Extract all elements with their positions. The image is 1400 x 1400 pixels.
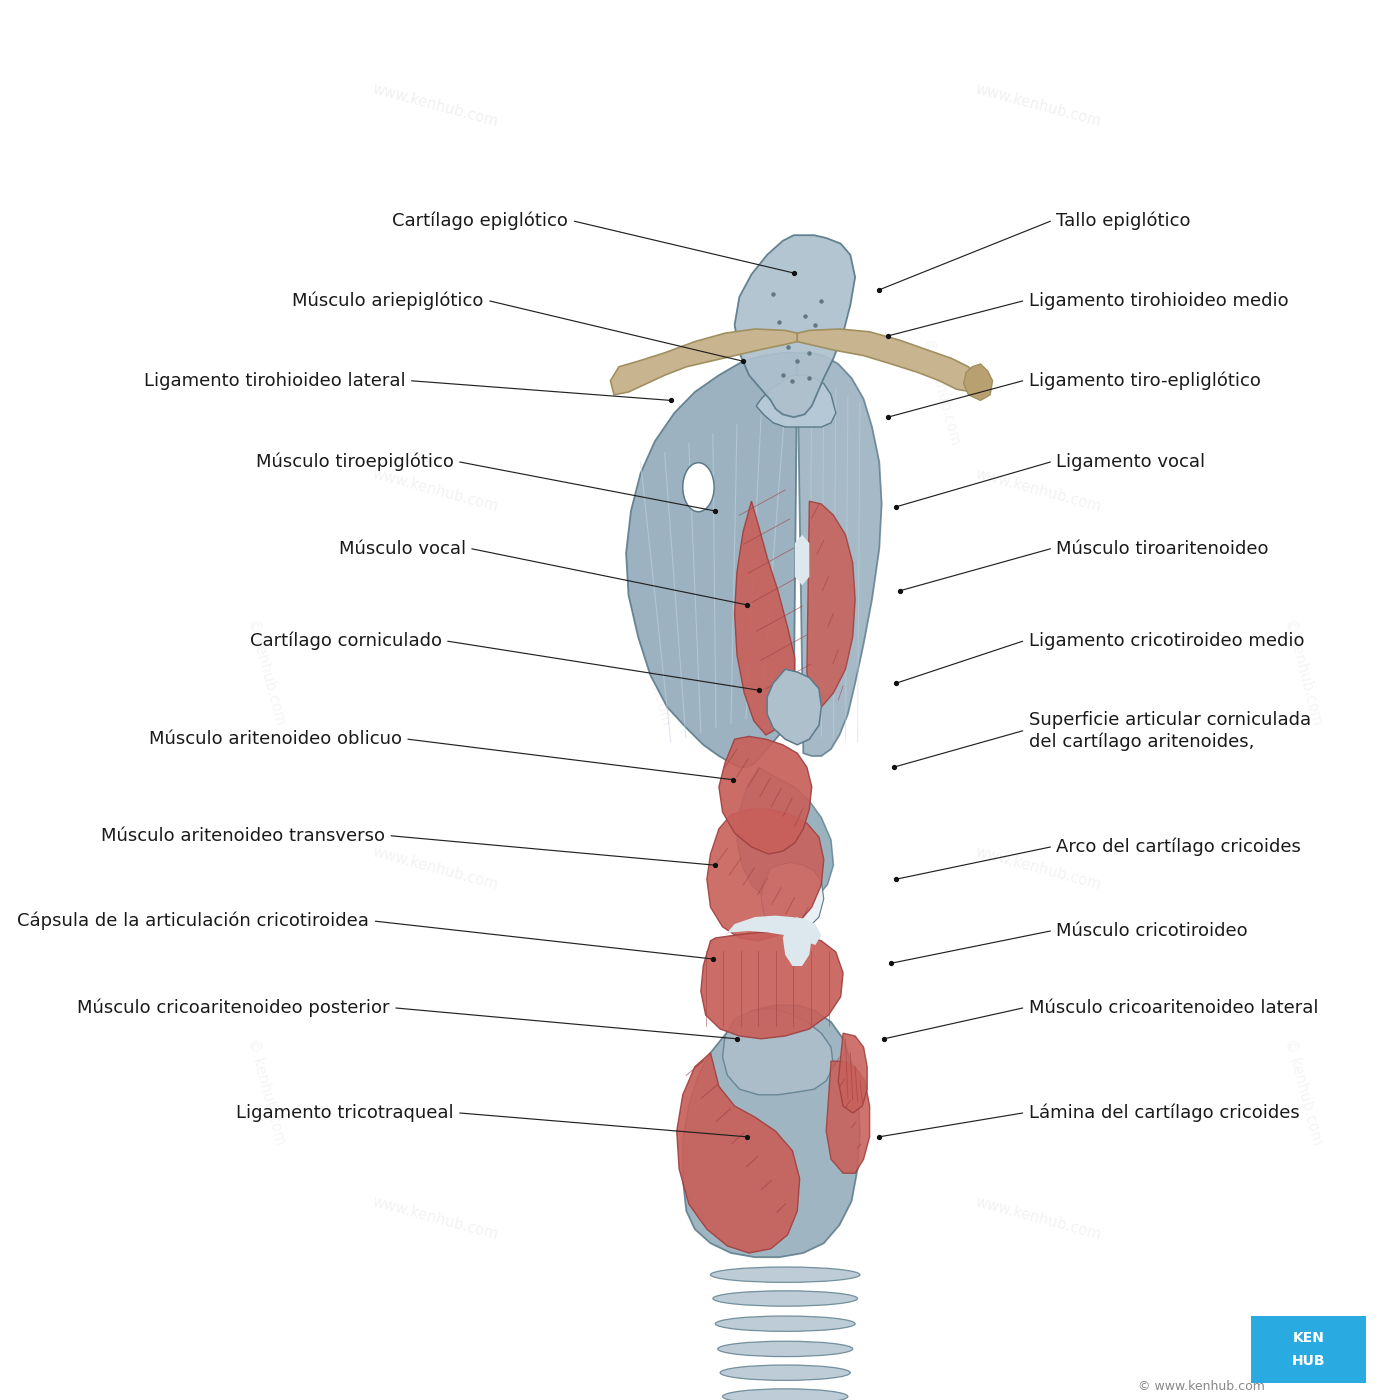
Text: Cápsula de la articulación cricotiroidea: Cápsula de la articulación cricotiroidea [17, 911, 370, 931]
Polygon shape [725, 916, 822, 945]
Polygon shape [701, 932, 843, 1039]
Text: © kenhub.com: © kenhub.com [1282, 617, 1324, 727]
Polygon shape [783, 917, 812, 966]
Text: Arco del cartílago cricoides: Arco del cartílago cricoides [1057, 837, 1302, 857]
Text: Músculo tiroaritenoideo: Músculo tiroaritenoideo [1057, 540, 1268, 557]
Text: Músculo tiroepiglótico: Músculo tiroepiglótico [256, 452, 454, 472]
Polygon shape [707, 809, 823, 941]
Text: Músculo aritenoideo oblicuo: Músculo aritenoideo oblicuo [148, 731, 402, 748]
Text: Músculo vocal: Músculo vocal [339, 540, 466, 557]
Text: Músculo cricoaritenoideo posterior: Músculo cricoaritenoideo posterior [77, 998, 389, 1018]
Text: Cartílago epiglótico: Cartílago epiglótico [392, 211, 568, 231]
Text: www.kenhub.com: www.kenhub.com [974, 1194, 1103, 1242]
Text: Músculo cricotiroideo: Músculo cricotiroideo [1057, 923, 1247, 939]
Text: Ligamento tiro-epliglótico: Ligamento tiro-epliglótico [1029, 371, 1260, 391]
Text: www.kenhub.com: www.kenhub.com [974, 844, 1103, 892]
Text: www.kenhub.com: www.kenhub.com [974, 81, 1103, 129]
Polygon shape [735, 235, 855, 417]
Text: © kenhub.com: © kenhub.com [1282, 1037, 1324, 1147]
Polygon shape [735, 501, 795, 735]
Text: www.kenhub.com: www.kenhub.com [974, 466, 1103, 514]
Text: Ligamento tricotraqueal: Ligamento tricotraqueal [237, 1105, 454, 1121]
Ellipse shape [718, 1341, 853, 1357]
Text: www.kenhub.com: www.kenhub.com [371, 1194, 500, 1242]
Ellipse shape [683, 462, 714, 512]
Text: Músculo aritenoideo transverso: Músculo aritenoideo transverso [101, 827, 385, 844]
Polygon shape [767, 669, 822, 745]
Text: Ligamento vocal: Ligamento vocal [1057, 454, 1205, 470]
Text: www.kenhub.com: www.kenhub.com [371, 81, 500, 129]
Text: HUB: HUB [1292, 1354, 1326, 1368]
Polygon shape [797, 353, 882, 756]
Ellipse shape [715, 1316, 855, 1331]
Polygon shape [683, 1005, 860, 1257]
Ellipse shape [713, 1291, 858, 1306]
Text: Ligamento cricotiroideo medio: Ligamento cricotiroideo medio [1029, 633, 1305, 650]
Polygon shape [626, 353, 797, 767]
Text: www.kenhub.com: www.kenhub.com [371, 466, 500, 514]
Text: © kenhub.com: © kenhub.com [920, 337, 963, 447]
Text: Lámina del cartílago cricoides: Lámina del cartílago cricoides [1029, 1103, 1299, 1123]
Polygon shape [963, 364, 993, 400]
FancyBboxPatch shape [1250, 1316, 1366, 1383]
Polygon shape [610, 329, 797, 395]
Text: www.kenhub.com: www.kenhub.com [371, 844, 500, 892]
Polygon shape [722, 1008, 833, 1095]
Polygon shape [806, 501, 855, 707]
Text: © kenhub.com: © kenhub.com [245, 617, 288, 727]
Ellipse shape [720, 1365, 850, 1380]
Polygon shape [756, 375, 836, 427]
Ellipse shape [710, 1267, 860, 1282]
Text: Músculo cricoaritenoideo lateral: Músculo cricoaritenoideo lateral [1029, 1000, 1319, 1016]
Polygon shape [720, 736, 812, 854]
Text: KEN: KEN [1292, 1331, 1324, 1345]
Text: © kenhub.com: © kenhub.com [245, 1037, 288, 1147]
Text: Ligamento tirohioideo lateral: Ligamento tirohioideo lateral [144, 372, 406, 389]
Text: Ligamento tirohioideo medio: Ligamento tirohioideo medio [1029, 293, 1288, 309]
Text: © kenhub.com: © kenhub.com [631, 617, 673, 727]
Ellipse shape [722, 1389, 848, 1400]
Polygon shape [826, 1061, 869, 1173]
Text: Músculo ariepiglótico: Músculo ariepiglótico [293, 291, 484, 311]
Polygon shape [676, 1053, 799, 1253]
Polygon shape [762, 862, 823, 931]
Polygon shape [839, 1033, 867, 1113]
Polygon shape [795, 535, 809, 585]
Polygon shape [797, 329, 979, 392]
Text: Cartílago corniculado: Cartílago corniculado [249, 631, 441, 651]
Text: © www.kenhub.com: © www.kenhub.com [1138, 1379, 1264, 1393]
Polygon shape [736, 767, 833, 907]
Text: Superficie articular corniculada
del cartílago aritenoides,: Superficie articular corniculada del car… [1029, 711, 1310, 750]
Text: Tallo epiglótico: Tallo epiglótico [1057, 211, 1191, 231]
